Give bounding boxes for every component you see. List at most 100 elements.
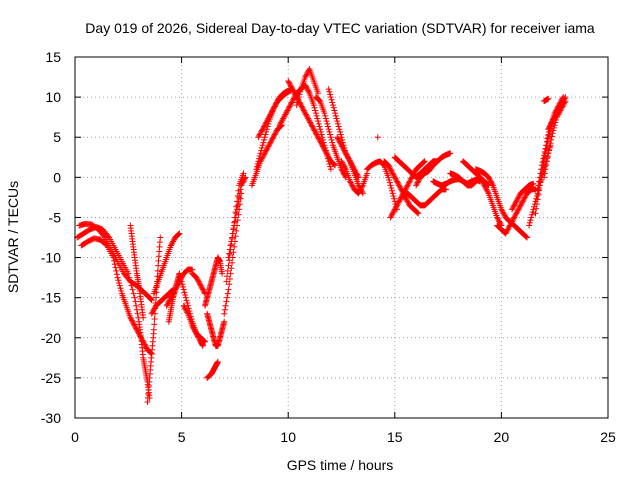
data-point-plus [327,166,334,173]
data-point-plus [201,338,208,345]
data-point-plus [230,226,237,233]
data-point-plus [482,185,489,192]
data-point-plus [396,197,403,204]
data-point-plus [229,230,236,237]
data-point-plus [533,205,540,212]
data-point-plus [334,120,341,127]
data-point-plus [405,199,412,206]
data-point-plus [127,314,134,321]
data-point-plus [529,209,536,216]
data-point-plus [415,178,422,185]
data-point-plus [339,168,346,175]
data-point-plus [140,338,147,345]
data-point-plus [149,309,156,316]
data-point-plus [530,206,537,213]
data-point-plus [262,131,269,138]
y-axis-label: SDTVAR / TECUs [5,181,21,293]
data-point-plus [349,182,356,189]
data-point-plus [224,267,231,274]
data-point-plus [545,132,552,139]
data-point-plus [111,257,118,264]
data-point-plus [257,150,264,157]
data-point-plus [270,104,277,111]
data-point-plus [329,99,336,106]
data-point-plus [325,154,332,161]
data-point-plus [326,88,333,95]
data-point-plus [130,320,137,327]
data-point-plus [272,102,279,109]
data-point-plus [183,308,190,315]
data-point-plus [523,234,530,241]
data-point-plus [266,114,273,121]
data-point-plus [165,300,172,307]
data-point-plus [324,120,331,127]
data-point-plus [339,159,346,166]
data-point-plus [507,221,514,228]
axis-ticks: 0 5 10 15 20 25 -30 -25 -20 -15 -10 -5 0 5 10 15 [41,49,616,445]
data-point-plus [111,261,118,268]
data-point-plus [151,321,158,328]
data-point-plus [546,123,553,130]
data-point-plus [318,140,325,147]
data-point-plus [294,99,301,106]
data-point-plus [329,102,336,109]
data-point-plus [180,302,187,309]
data-point-plus [487,177,494,184]
data-point-plus [178,278,185,285]
data-point-plus [132,324,139,331]
data-point-plus [198,283,205,290]
data-point-plus [132,298,139,305]
data-point-plus [328,136,335,143]
data-point-plus [393,178,400,185]
data-point-plus [387,214,394,221]
data-point-plus [509,206,516,213]
data-point-plus [519,198,526,205]
data-point-plus [547,140,554,147]
data-point-plus [356,189,363,196]
data-point-plus [486,175,493,182]
data-point-plus [496,218,503,225]
data-point-plus [288,83,295,90]
data-point-plus [541,148,548,155]
data-point-plus [386,163,393,170]
data-point-plus [302,83,309,90]
data-point-plus [500,210,507,217]
data-point-plus [112,264,119,271]
data-point-plus [235,198,242,205]
data-point-plus [166,297,173,304]
data-point-plus [226,275,233,282]
data-point-plus [315,134,322,141]
data-point-plus [257,130,264,137]
data-point-plus [323,118,330,125]
data-point-plus [289,98,296,105]
data-point-plus [270,106,277,113]
data-point-plus [393,202,400,209]
data-point-plus [299,104,306,111]
data-point-plus [221,306,228,313]
data-point-plus [533,193,540,200]
data-point-plus [128,316,135,323]
data-point-plus [290,87,297,94]
data-point-plus [509,218,516,225]
data-point-plus [261,134,268,141]
data-point-plus [327,134,334,141]
data-point-plus [234,202,241,209]
data-point-plus [296,91,303,98]
data-point-plus [302,111,309,118]
data-point-plus [268,108,275,115]
data-point-plus [330,104,337,111]
data-point-plus [388,185,395,192]
data-point-plus [337,128,344,135]
data-point-plus [391,207,398,214]
data-point-plus [232,209,239,216]
data-point-plus [391,174,398,181]
data-point-plus [328,96,335,103]
data-point-plus [386,164,393,171]
data-point-plus [388,211,395,218]
data-point-plus [261,123,268,130]
data-point-plus [391,195,398,202]
data-point-plus [314,115,321,122]
data-point-plus [309,123,316,130]
data-point-plus [234,206,241,213]
data-point-plus [325,86,332,93]
